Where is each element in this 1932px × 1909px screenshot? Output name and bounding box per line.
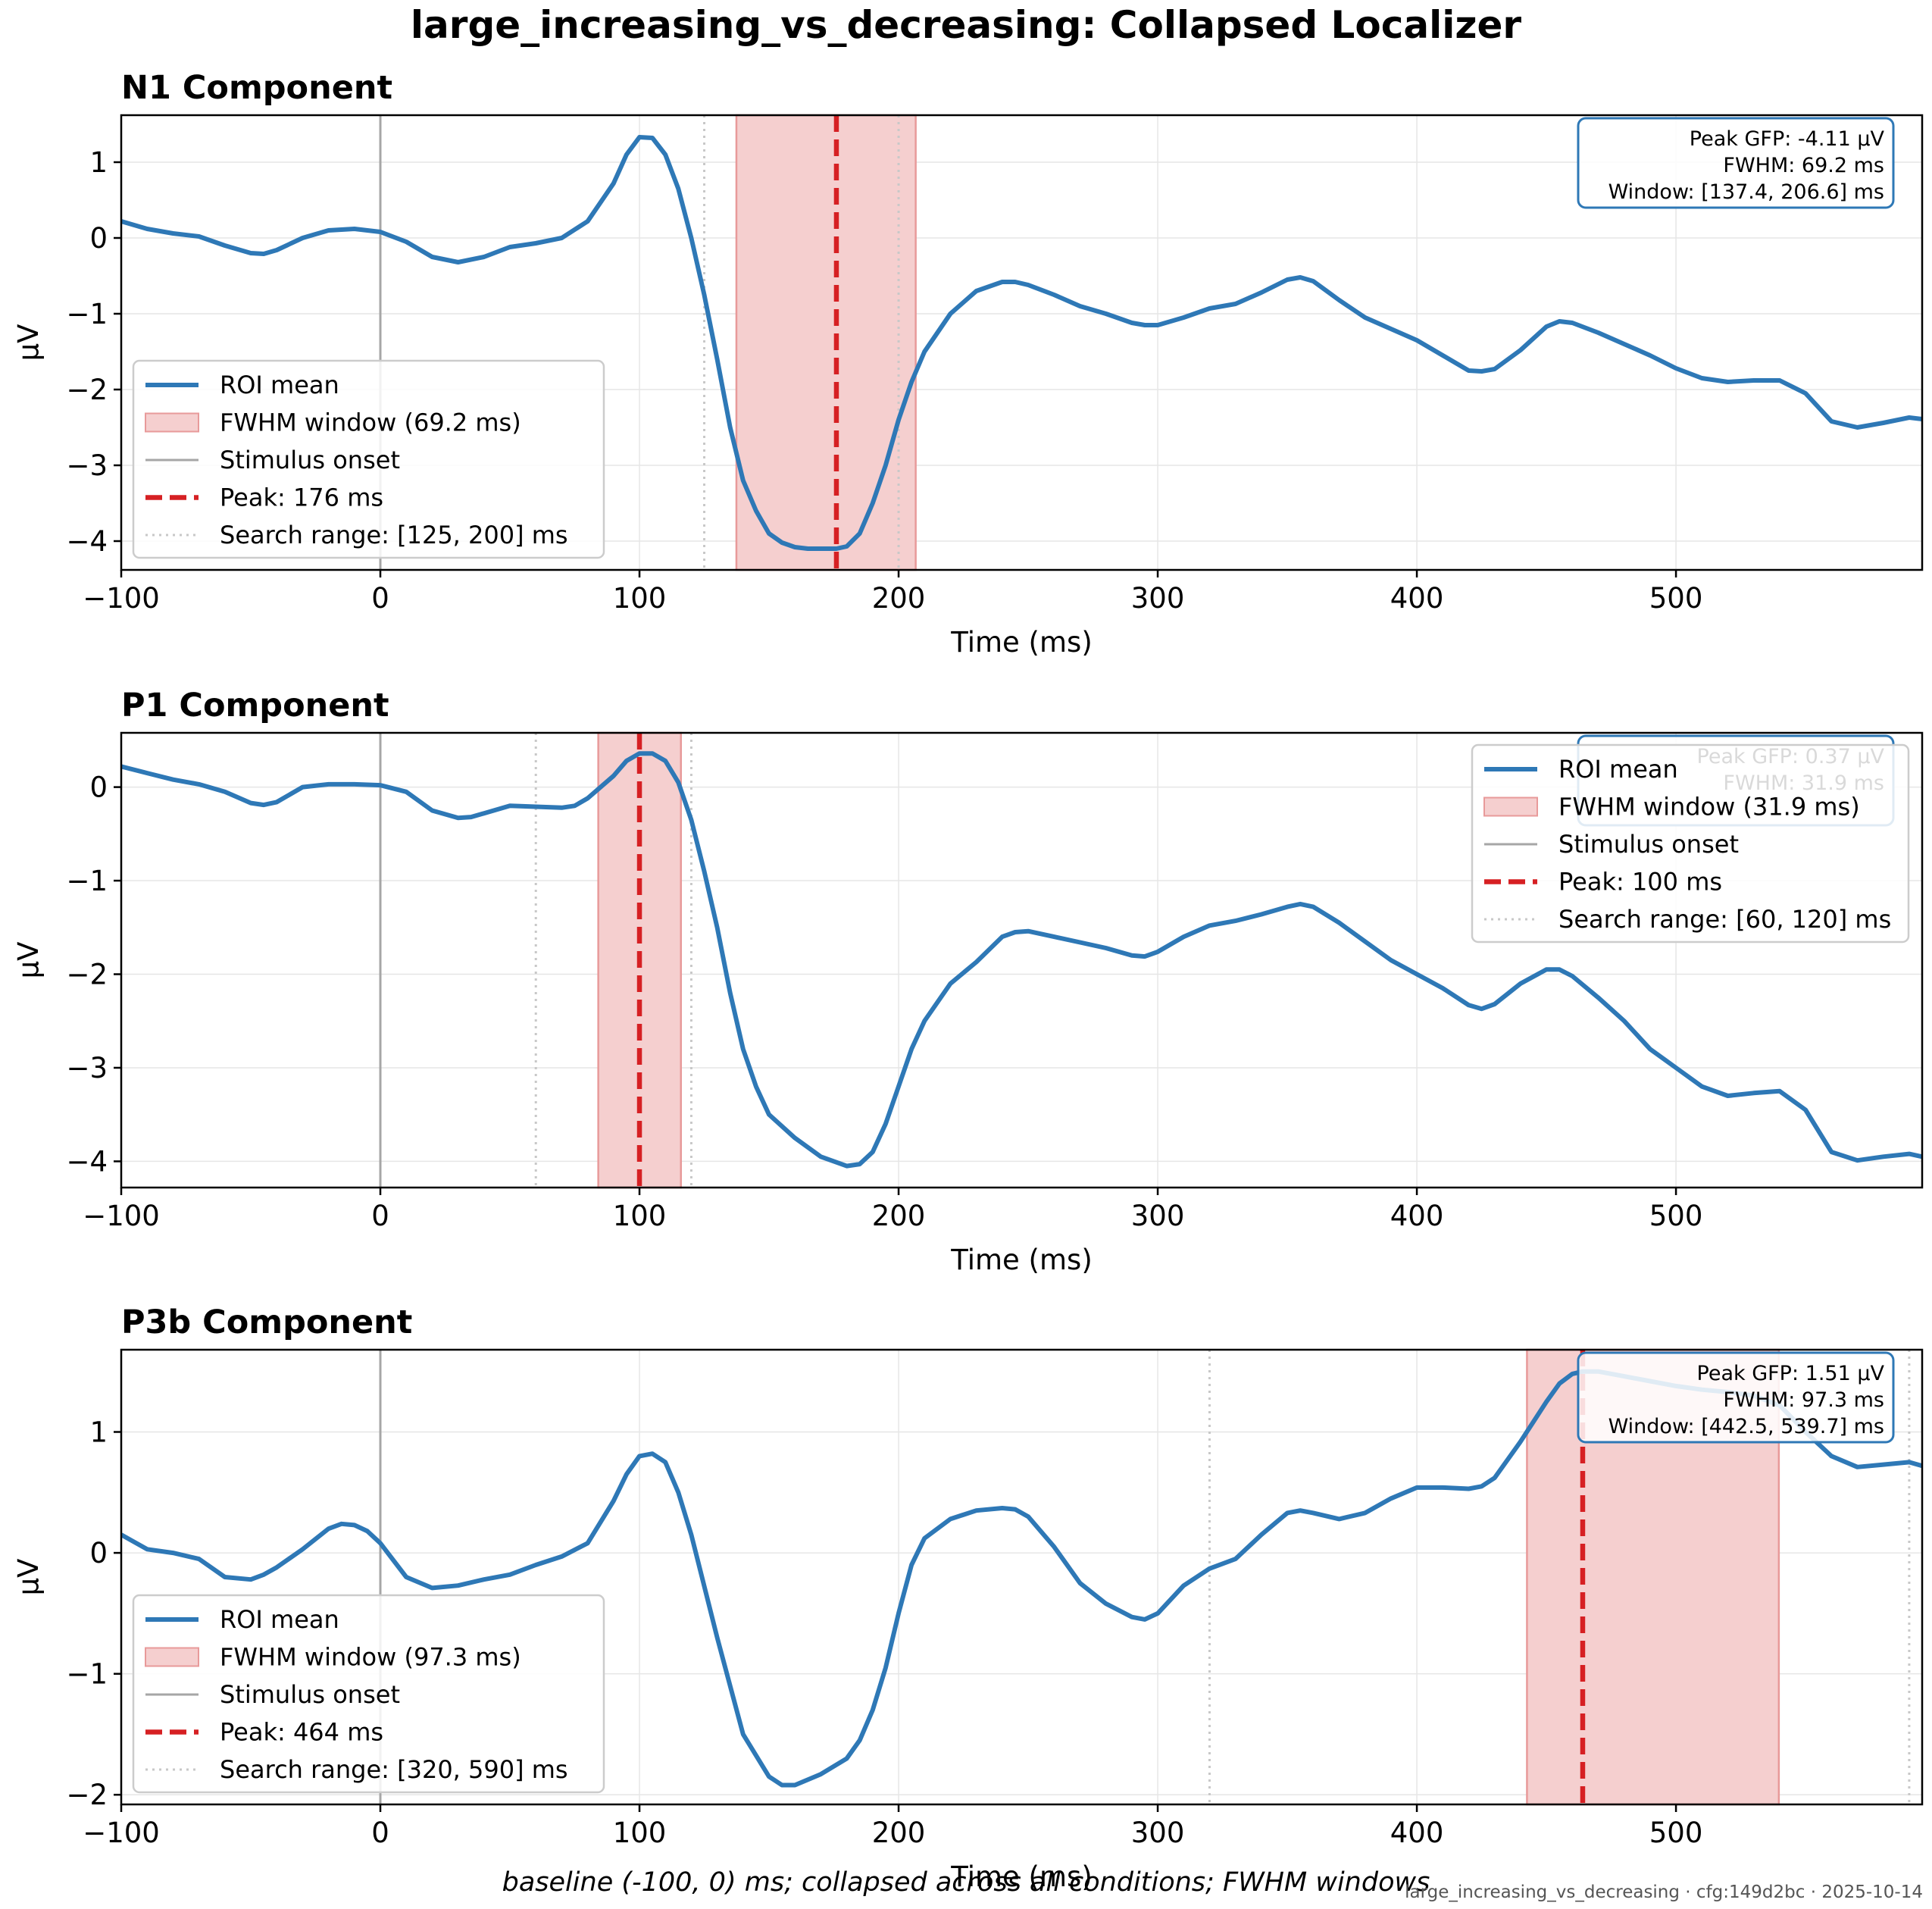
x-tick-label: −100 — [83, 1817, 160, 1849]
axes-frame — [120, 731, 1924, 1189]
x-tick-label: 400 — [1390, 1817, 1444, 1849]
info-box — [1577, 117, 1895, 209]
y-tick-label: −1 — [66, 298, 108, 330]
y-tick-label: −1 — [66, 1658, 108, 1691]
info-line: FWHM: 69.2 ms — [1723, 154, 1884, 177]
y-tick-label: −3 — [66, 1052, 108, 1084]
legend-label: Stimulus onset — [220, 446, 400, 474]
panel-title: P3b Component — [121, 1303, 412, 1341]
x-tick-label: 400 — [1390, 1200, 1444, 1232]
legend: ROI mean FWHM window (97.3 ms) Stimulus on… — [132, 1594, 605, 1794]
x-axis-label: Time (ms) — [950, 626, 1093, 659]
x-tick-label: 0 — [371, 1200, 389, 1232]
legend-label: ROI mean — [220, 371, 339, 399]
y-tick-label: 1 — [89, 146, 108, 179]
y-tick-label: −3 — [66, 449, 108, 482]
x-tick-label: 500 — [1649, 1200, 1703, 1232]
x-axis-label: Time (ms) — [950, 1244, 1093, 1276]
legend-label: Search range: [320, 590] ms — [220, 1755, 568, 1784]
panel-n1: −100 0 100 200 300 400 500 −4 −3 −2 −1 0 1 N1 Compone… — [12, 69, 1924, 659]
x-axis-label: Time (ms) — [950, 1860, 1093, 1893]
y-tick-label: 0 — [89, 222, 108, 255]
legend-label: Search range: [60, 120] ms — [1558, 905, 1891, 934]
info-line: FWHM: 97.3 ms — [1723, 1388, 1884, 1412]
legend-label: Search range: [125, 200] ms — [220, 521, 568, 549]
y-tick-label: −2 — [66, 374, 108, 406]
y-tick-label: −1 — [66, 865, 108, 897]
x-tick-label: 300 — [1131, 1200, 1185, 1232]
legend-label: FWHM window (31.9 ms) — [1558, 793, 1860, 821]
legend-swatch-fwhm — [145, 412, 199, 433]
fwhm-window — [735, 114, 917, 571]
info-box — [1577, 1351, 1895, 1444]
x-tick-label: −100 — [83, 582, 160, 615]
y-tick-label: −4 — [66, 525, 108, 558]
y-tick-label: −2 — [66, 1779, 108, 1811]
x-tick-label: 100 — [613, 582, 667, 615]
y-axis-label: µV — [12, 942, 45, 979]
x-tick-label: −100 — [83, 1200, 160, 1232]
roi-mean-line — [121, 135, 1922, 551]
info-line: Window: [137.4, 206.6] ms — [1608, 180, 1884, 204]
x-tick-label: 0 — [371, 582, 389, 615]
y-tick-label: −4 — [66, 1145, 108, 1178]
axes-frame — [120, 1348, 1924, 1806]
x-tick-label: 0 — [371, 1817, 389, 1849]
legend-label: ROI mean — [1558, 755, 1678, 784]
info-line: Peak GFP: 1.51 µV — [1697, 1362, 1885, 1385]
roi-mean-line — [121, 751, 1922, 1169]
panel-p1: −100 0 100 200 300 400 500 −4 −3 −2 −1 0 P1 Componen… — [12, 687, 1924, 1276]
x-tick-label: 300 — [1131, 582, 1185, 615]
x-tick-label: 200 — [872, 1817, 926, 1849]
legend-label: Stimulus onset — [220, 1680, 400, 1709]
figure-title: large_increasing_vs_decreasing: Collapse… — [411, 3, 1522, 47]
legend-label: Peak: 464 ms — [220, 1718, 383, 1747]
x-tick-label: 100 — [613, 1817, 667, 1849]
legend-label: Peak: 176 ms — [220, 484, 383, 512]
x-tick-label: 100 — [613, 1200, 667, 1232]
legend: ROI mean FWHM window (31.9 ms) Stimulus on… — [1471, 743, 1910, 944]
legend-swatch-fwhm — [1483, 796, 1538, 817]
panel-p3b: −100 0 100 200 300 400 500 −2 −1 0 1 P3b Component T… — [12, 1303, 1924, 1893]
x-tick-label: 400 — [1390, 582, 1444, 615]
info-line: Window: [442.5, 539.7] ms — [1608, 1415, 1884, 1438]
y-tick-label: −2 — [66, 959, 108, 991]
legend-swatch-fwhm — [145, 1647, 199, 1667]
panel-title: N1 Component — [121, 69, 392, 107]
x-tick-label: 500 — [1649, 1817, 1703, 1849]
axes-frame — [120, 114, 1924, 571]
legend-label: ROI mean — [220, 1605, 339, 1634]
panel-title: P1 Component — [121, 687, 389, 724]
figure-footer: baseline (-100, 0) ms; collapsed across … — [502, 1867, 1430, 1898]
info-line: Peak GFP: -4.11 µV — [1690, 127, 1885, 151]
legend-label: FWHM window (97.3 ms) — [220, 1643, 521, 1672]
legend-label: FWHM window (69.2 ms) — [220, 408, 521, 437]
y-tick-label: 1 — [89, 1416, 108, 1449]
legend-box — [1471, 743, 1910, 944]
legend-label: Peak: 100 ms — [1558, 868, 1722, 897]
y-tick-label: 0 — [89, 1537, 108, 1569]
legend-label: Stimulus onset — [1558, 830, 1739, 859]
legend: ROI mean FWHM window (69.2 ms) Stimulus on… — [132, 359, 605, 559]
x-tick-label: 500 — [1649, 582, 1703, 615]
x-tick-label: 200 — [872, 1200, 926, 1232]
y-axis-label: µV — [12, 1559, 45, 1596]
legend-box — [132, 359, 605, 559]
y-tick-label: 0 — [89, 771, 108, 804]
figure-stamp: large_increasing_vs_decreasing · cfg:149… — [1405, 1882, 1923, 1902]
x-tick-label: 300 — [1131, 1817, 1185, 1849]
y-axis-label: µV — [12, 324, 45, 361]
legend-box — [132, 1594, 605, 1794]
x-tick-label: 200 — [872, 582, 926, 615]
